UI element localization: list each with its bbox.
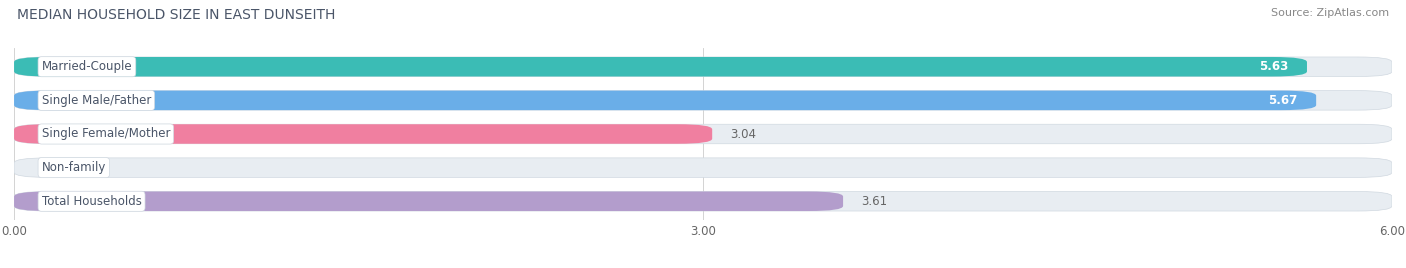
Text: 3.04: 3.04 bbox=[731, 128, 756, 140]
Text: Non-family: Non-family bbox=[42, 161, 105, 174]
Text: Married-Couple: Married-Couple bbox=[42, 60, 132, 73]
FancyBboxPatch shape bbox=[14, 57, 1308, 76]
Text: Single Female/Mother: Single Female/Mother bbox=[42, 128, 170, 140]
Text: Single Male/Father: Single Male/Father bbox=[42, 94, 150, 107]
FancyBboxPatch shape bbox=[14, 91, 1316, 110]
Text: 5.63: 5.63 bbox=[1260, 60, 1288, 73]
FancyBboxPatch shape bbox=[14, 57, 1392, 76]
FancyBboxPatch shape bbox=[14, 192, 844, 211]
Text: Source: ZipAtlas.com: Source: ZipAtlas.com bbox=[1271, 8, 1389, 18]
FancyBboxPatch shape bbox=[14, 192, 1392, 211]
FancyBboxPatch shape bbox=[14, 124, 713, 144]
FancyBboxPatch shape bbox=[14, 124, 1392, 144]
Text: 0.00: 0.00 bbox=[83, 161, 108, 174]
Text: 3.61: 3.61 bbox=[862, 195, 887, 208]
FancyBboxPatch shape bbox=[14, 91, 1392, 110]
Text: Total Households: Total Households bbox=[42, 195, 142, 208]
Text: MEDIAN HOUSEHOLD SIZE IN EAST DUNSEITH: MEDIAN HOUSEHOLD SIZE IN EAST DUNSEITH bbox=[17, 8, 335, 22]
FancyBboxPatch shape bbox=[14, 158, 1392, 177]
Text: 5.67: 5.67 bbox=[1268, 94, 1298, 107]
